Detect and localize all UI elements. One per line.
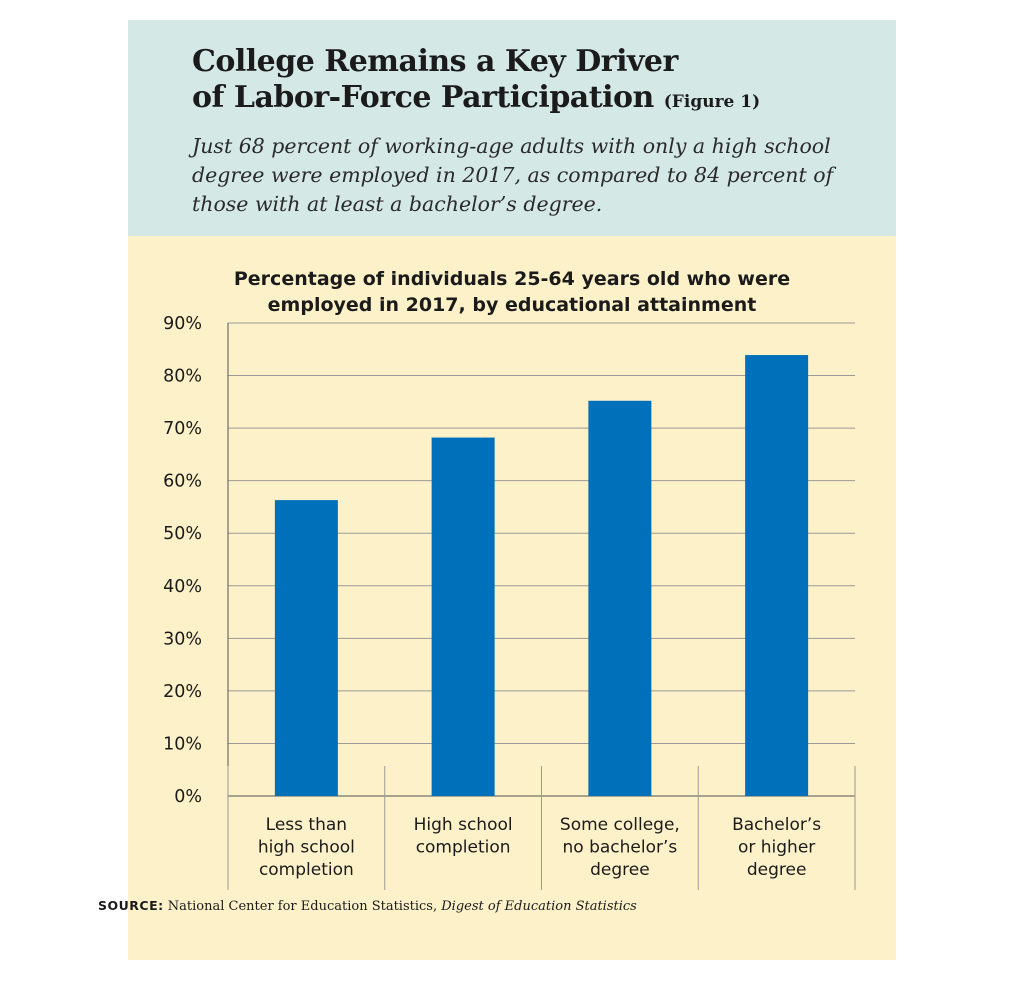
title-line-1: College Remains a Key Driver xyxy=(192,44,678,79)
source-text: National Center for Education Statistics… xyxy=(167,899,438,914)
x-category-label: degree xyxy=(590,860,650,880)
x-category-label: or higher xyxy=(738,838,815,858)
figure-label: (Figure 1) xyxy=(663,92,761,112)
source-label: SOURCE: xyxy=(98,898,164,913)
chart-title: Percentage of individuals 25-64 years ol… xyxy=(128,266,896,318)
bar xyxy=(588,400,652,796)
source-publication: Digest of Education Statistics xyxy=(441,899,637,914)
y-tick-label: 90% xyxy=(163,314,202,334)
x-category-label: Some college, xyxy=(560,815,680,835)
bar xyxy=(431,437,495,796)
x-category-label: high school xyxy=(258,838,355,858)
chart-title-line-2: employed in 2017, by educational attainm… xyxy=(267,294,757,316)
bar xyxy=(745,355,809,796)
y-tick-label: 80% xyxy=(163,367,202,387)
y-tick-label: 40% xyxy=(163,577,202,597)
bar xyxy=(274,500,338,796)
y-tick-label: 60% xyxy=(163,472,202,492)
x-category-label: degree xyxy=(747,860,807,880)
x-category-label: Less than xyxy=(266,815,347,835)
y-tick-label: 20% xyxy=(163,682,202,702)
x-category-label: Bachelor’s xyxy=(732,815,821,835)
title-line-2: of Labor-Force Participation xyxy=(192,80,654,115)
x-category-label: no bachelor’s xyxy=(563,838,678,858)
y-tick-label: 30% xyxy=(163,629,202,649)
figure-header: College Remains a Key Driver of Labor-Fo… xyxy=(128,20,896,236)
page-title: College Remains a Key Driver of Labor-Fo… xyxy=(192,44,760,120)
y-tick-label: 70% xyxy=(163,419,202,439)
source-note: SOURCE: National Center for Education St… xyxy=(98,898,637,914)
y-tick-label: 50% xyxy=(163,524,202,544)
x-category-label: completion xyxy=(259,860,354,880)
x-category-label: completion xyxy=(416,838,511,858)
x-category-label: High school xyxy=(414,815,513,835)
y-tick-label: 0% xyxy=(174,787,202,807)
y-tick-label: 10% xyxy=(163,734,202,754)
figure-subtitle: Just 68 percent of working-age adults wi… xyxy=(192,134,834,216)
chart-title-line-1: Percentage of individuals 25-64 years ol… xyxy=(233,268,791,290)
